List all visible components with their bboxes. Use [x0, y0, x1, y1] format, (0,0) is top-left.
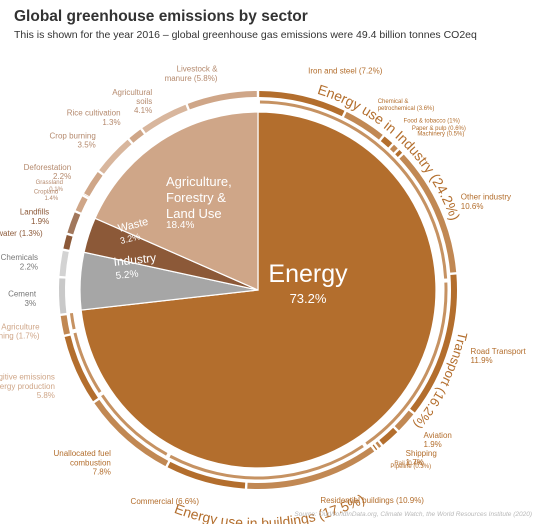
pie-value-industry: 5.2% — [115, 269, 139, 282]
pie-label-industry: Industry — [113, 251, 157, 269]
pie-value-energy: 73.2% — [290, 291, 327, 306]
ring-label-residential-buildings: Residential buildings (10.9%) — [320, 496, 424, 505]
ring-label-food-and-tobacco: Food & tobacco (1%) — [404, 118, 460, 124]
ring-label-iron-and-steel: Iron and steel (7.2%) — [308, 67, 383, 76]
ring-segment-paper-and-pulp — [389, 144, 398, 153]
ring-label-cropland: Cropland 1.4% — [34, 189, 59, 202]
ring-label-crop-burning: Crop burning 3.5% — [50, 131, 96, 149]
ring-label-unallocated-fuel-combustion: Unallocated fuel combustion 7.8% — [53, 449, 111, 476]
ring-segment-wastewater — [63, 234, 73, 250]
ring-segment-shipping — [379, 427, 398, 445]
pie-value-waste: 3.2% — [119, 231, 141, 246]
pie-value-afolu: 18.4% — [166, 220, 194, 231]
ring-label-road-transport: Road Transport 11.9% — [471, 347, 527, 365]
ring-segment-iron-and-steel — [259, 91, 345, 117]
ring-segment-machinery — [395, 150, 403, 157]
ring-label-deforestation: Deforestation 2.2% — [24, 163, 72, 181]
subsector-arc-unallocated-fuel-combustion — [101, 394, 168, 456]
chart-title: Global greenhouse emissions by sector — [14, 8, 308, 25]
ring-segment-cropland — [75, 196, 88, 213]
ring-segment-agricultural-soils — [142, 104, 188, 133]
ring-segment-other-industry — [399, 154, 457, 273]
subsector-arc-transport — [365, 282, 448, 445]
chart-subtitle: This is shown for the year 2016 – global… — [14, 29, 477, 41]
subsector-arc-energy-use-in-industry — [259, 100, 448, 279]
source-note: Source: OurWorldInData.org, Climate Watc… — [294, 511, 532, 518]
ring-label-rice-cultivation: Rice cultivation 1.3% — [67, 109, 121, 127]
ring-label-energy-in-agriculture-and-fishing: Energy in Agriculture& Fishing (1.7%) — [0, 322, 40, 340]
ring-label-chemicals: Chemicals 2.2% — [1, 253, 38, 271]
pie-slice-agriculture-forestry-and-land-use — [94, 111, 259, 291]
ring-label-landfills: Landfills 1.9% — [20, 208, 49, 226]
ring-segment-unallocated-fuel-combustion — [94, 399, 169, 467]
ring-segment-chemicals — [59, 250, 69, 277]
ring-segment-landfills — [67, 212, 81, 235]
ring-label-aviation: Aviation 1.9% — [424, 431, 452, 449]
ring-label-agricultural-soils: Agricultural soils 4.1% — [112, 88, 152, 115]
pie-label-energy: Energy — [268, 260, 348, 288]
ring-label-livestock-and-manure: Livestock & manure (5.8%) — [165, 65, 219, 83]
ring-segment-residential-buildings — [247, 446, 375, 489]
ring-segment-cement — [59, 278, 67, 314]
subsector-arc-fugitive-emissions-from-energy-production — [73, 332, 102, 393]
ring-segment-aviation — [394, 410, 414, 431]
ring-label-wastewater: Wastewater (1.3%) — [0, 229, 43, 238]
ring-segment-rail — [375, 441, 382, 448]
pie-label-afolu: Agriculture, Forestry & Land Use — [166, 174, 232, 221]
ring-segment-commercial — [167, 461, 246, 489]
ring-label-other-industry: Other industry 10.6% — [461, 193, 511, 211]
ring-label-fugitive-emissions-from-energy-production: Fugitive emissionsfrom energy production… — [0, 373, 55, 400]
ring-segment-fugitive-emissions-from-energy-production — [64, 335, 99, 402]
ring-segment-rice-cultivation — [129, 129, 144, 143]
ring-label-cement: Cement 3% — [8, 290, 37, 308]
ring-segment-pipeline — [372, 444, 378, 451]
ring-segment-crop-burning — [99, 139, 132, 174]
ring-label-commercial: Commercial (6.6%) — [131, 497, 200, 506]
ring-label-chemical-and-petrochemical: Chemical & petrochemical (3.6%) — [378, 99, 435, 112]
ring-label-pipeline: Pipeline (0.3%) — [390, 464, 431, 470]
ring-label-grassland: Grassland 0.1% — [36, 180, 64, 193]
ring-segment-deforestation — [84, 172, 103, 197]
subsector-arc-energy-in-agriculture-and-fishing — [69, 312, 76, 330]
ring-segment-food-and-tobacco — [380, 136, 393, 148]
subsector-arc-energy-use-in-buildings — [169, 444, 364, 480]
ring-segment-energy-in-agriculture-and-fishing — [60, 315, 70, 335]
ring-segment-road-transport — [410, 274, 457, 413]
ring-label-rail: Rail (0.4%) — [394, 461, 424, 467]
ring-label-paper-and-pulp: Paper & pulp (0.6%) — [412, 126, 466, 132]
ring-segment-chemical-and-petrochemical — [343, 111, 383, 140]
ring-label-machinery: Machinery (0.5%) — [417, 131, 464, 137]
ring-segment-livestock-and-manure — [187, 91, 257, 110]
ring-label-shipping: Shipping 1.7% — [406, 449, 437, 467]
